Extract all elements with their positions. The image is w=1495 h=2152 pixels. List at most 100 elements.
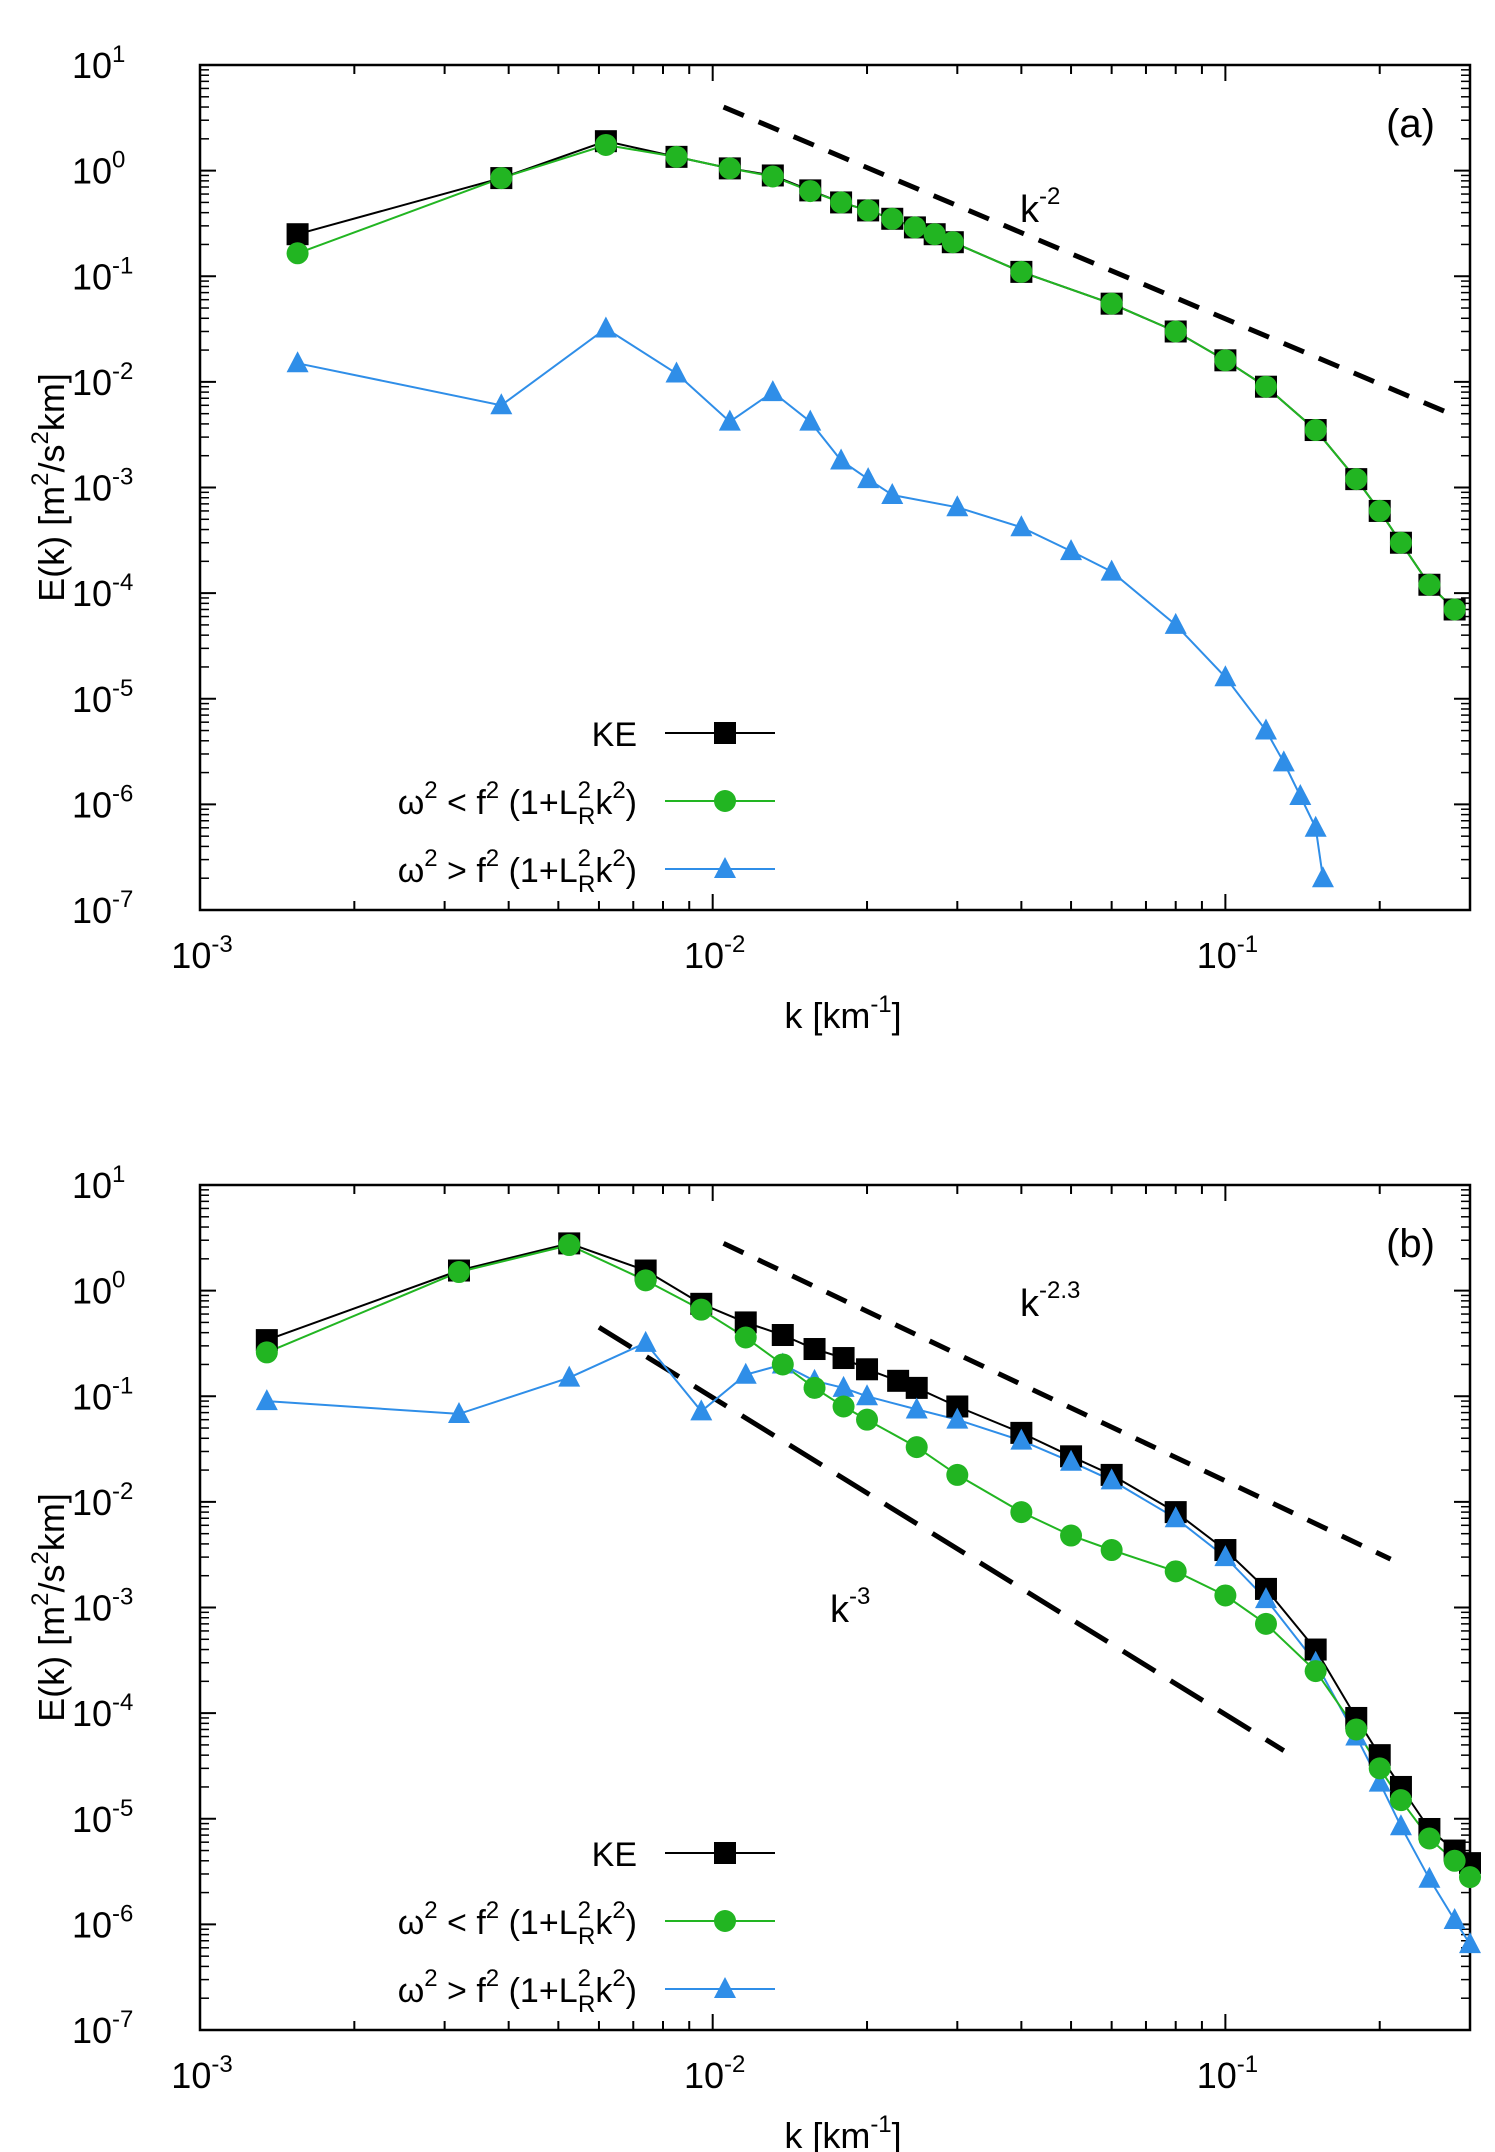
marker-slow <box>1368 499 1391 522</box>
y-tick-label: 10-7 <box>72 2006 133 2051</box>
marker-fast <box>799 409 822 431</box>
marker-fast <box>857 467 880 489</box>
legend-marker-ke <box>714 1842 736 1864</box>
marker-fast <box>718 409 741 431</box>
marker-fast <box>1311 866 1334 888</box>
slope-label: k-3 <box>830 1583 870 1631</box>
marker-fast <box>1100 1468 1123 1490</box>
marker-slow <box>1304 419 1327 442</box>
marker-fast <box>665 361 688 383</box>
marker-fast <box>690 1399 713 1421</box>
marker-slow <box>905 1436 928 1459</box>
slope-label: k-2 <box>1020 183 1060 231</box>
marker-slow <box>1164 1560 1187 1583</box>
y-axis-title: E(k) [m2/s2km] <box>27 373 72 602</box>
marker-fast <box>1289 784 1312 806</box>
panel-tag: (b) <box>1386 1222 1435 1266</box>
marker-slow <box>1345 468 1368 491</box>
marker-fast <box>1418 1866 1441 1888</box>
marker-fast <box>1389 1814 1412 1836</box>
marker-slow <box>941 231 964 254</box>
legend-label-slow: ω2 < f2 (1+L2 Rk2) <box>398 1897 637 1950</box>
legend-label-slow: ω2 < f2 (1+L2 Rk2) <box>398 777 637 830</box>
y-tick-label: 100 <box>72 147 125 192</box>
marker-slow <box>447 1261 470 1284</box>
marker-slow <box>1060 1524 1083 1547</box>
legend-label-ke: KE <box>592 716 637 754</box>
marker-ke <box>771 1324 794 1347</box>
y-axis-title: E(k) [m2/s2km] <box>27 1493 72 1722</box>
x-tick-label: 10-2 <box>684 2051 745 2096</box>
x-tick-label: 10-2 <box>684 931 745 976</box>
marker-fast <box>1100 559 1123 581</box>
marker-slow <box>634 1269 657 1292</box>
y-tick-label: 10-1 <box>72 252 133 297</box>
marker-slow <box>558 1234 581 1257</box>
marker-fast <box>447 1401 470 1423</box>
series-line-ke <box>266 1242 1470 1864</box>
slope-line <box>597 1325 1286 1753</box>
marker-slow <box>1443 1849 1466 1872</box>
marker-slow <box>881 207 904 230</box>
marker-slow <box>830 191 853 214</box>
marker-ke <box>803 1338 826 1361</box>
y-tick-label: 10-4 <box>72 569 133 614</box>
marker-fast <box>1214 1545 1237 1567</box>
marker-slow <box>771 1353 794 1376</box>
marker-slow <box>856 1408 879 1431</box>
marker-slow <box>1389 531 1412 554</box>
x-tick-label: 10-1 <box>1197 931 1258 976</box>
y-tick-label: 10-2 <box>72 1478 133 1523</box>
marker-fast <box>881 482 904 504</box>
marker-ke <box>905 1376 928 1399</box>
x-axis-title: k [km-1] <box>784 991 901 1036</box>
marker-slow <box>1164 320 1187 343</box>
legend-label-fast: ω2 > f2 (1+L2 Rk2) <box>398 845 637 898</box>
marker-slow <box>1214 349 1237 372</box>
marker-ke <box>856 1358 879 1381</box>
marker-ke <box>946 1395 969 1418</box>
marker-fast <box>832 1375 855 1397</box>
marker-fast <box>1214 665 1237 687</box>
marker-slow <box>665 145 688 168</box>
marker-fast <box>1254 718 1277 740</box>
marker-slow <box>1100 292 1123 315</box>
y-tick-label: 101 <box>72 41 125 86</box>
marker-ke <box>734 1311 757 1334</box>
marker-fast <box>856 1384 879 1406</box>
marker-slow <box>1254 375 1277 398</box>
marker-slow <box>832 1395 855 1418</box>
y-tick-label: 10-6 <box>72 1900 133 1945</box>
marker-slow <box>718 157 741 180</box>
marker-fast <box>1459 1932 1481 1954</box>
marker-fast <box>1010 1428 1033 1450</box>
slope-label: k-2.3 <box>1020 1277 1080 1325</box>
marker-fast <box>946 1407 969 1429</box>
marker-slow <box>923 223 946 246</box>
marker-slow <box>1443 598 1466 621</box>
x-tick-label: 10-3 <box>171 2051 232 2096</box>
marker-slow <box>734 1326 757 1349</box>
marker-fast <box>1368 1770 1391 1792</box>
marker-slow <box>1418 573 1441 596</box>
y-tick-label: 10-1 <box>72 1372 133 1417</box>
legend-marker-slow <box>714 790 736 812</box>
slope-line <box>722 104 1456 418</box>
marker-ke <box>832 1347 855 1370</box>
x-tick-label: 10-1 <box>1197 2051 1258 2096</box>
y-tick-label: 10-2 <box>72 358 133 403</box>
series-line-fast <box>266 1341 1470 1945</box>
marker-fast <box>1304 815 1327 837</box>
marker-slow <box>857 199 880 222</box>
marker-slow <box>1345 1718 1368 1741</box>
marker-slow <box>1389 1789 1412 1812</box>
y-tick-label: 100 <box>72 1267 125 1312</box>
x-tick-label: 10-3 <box>171 931 232 976</box>
panel-tag: (a) <box>1386 102 1435 146</box>
marker-fast <box>490 393 513 415</box>
marker-fast <box>761 380 784 402</box>
marker-slow <box>1100 1539 1123 1562</box>
legend-marker-ke <box>714 722 736 744</box>
legend-marker-slow <box>714 1910 736 1932</box>
